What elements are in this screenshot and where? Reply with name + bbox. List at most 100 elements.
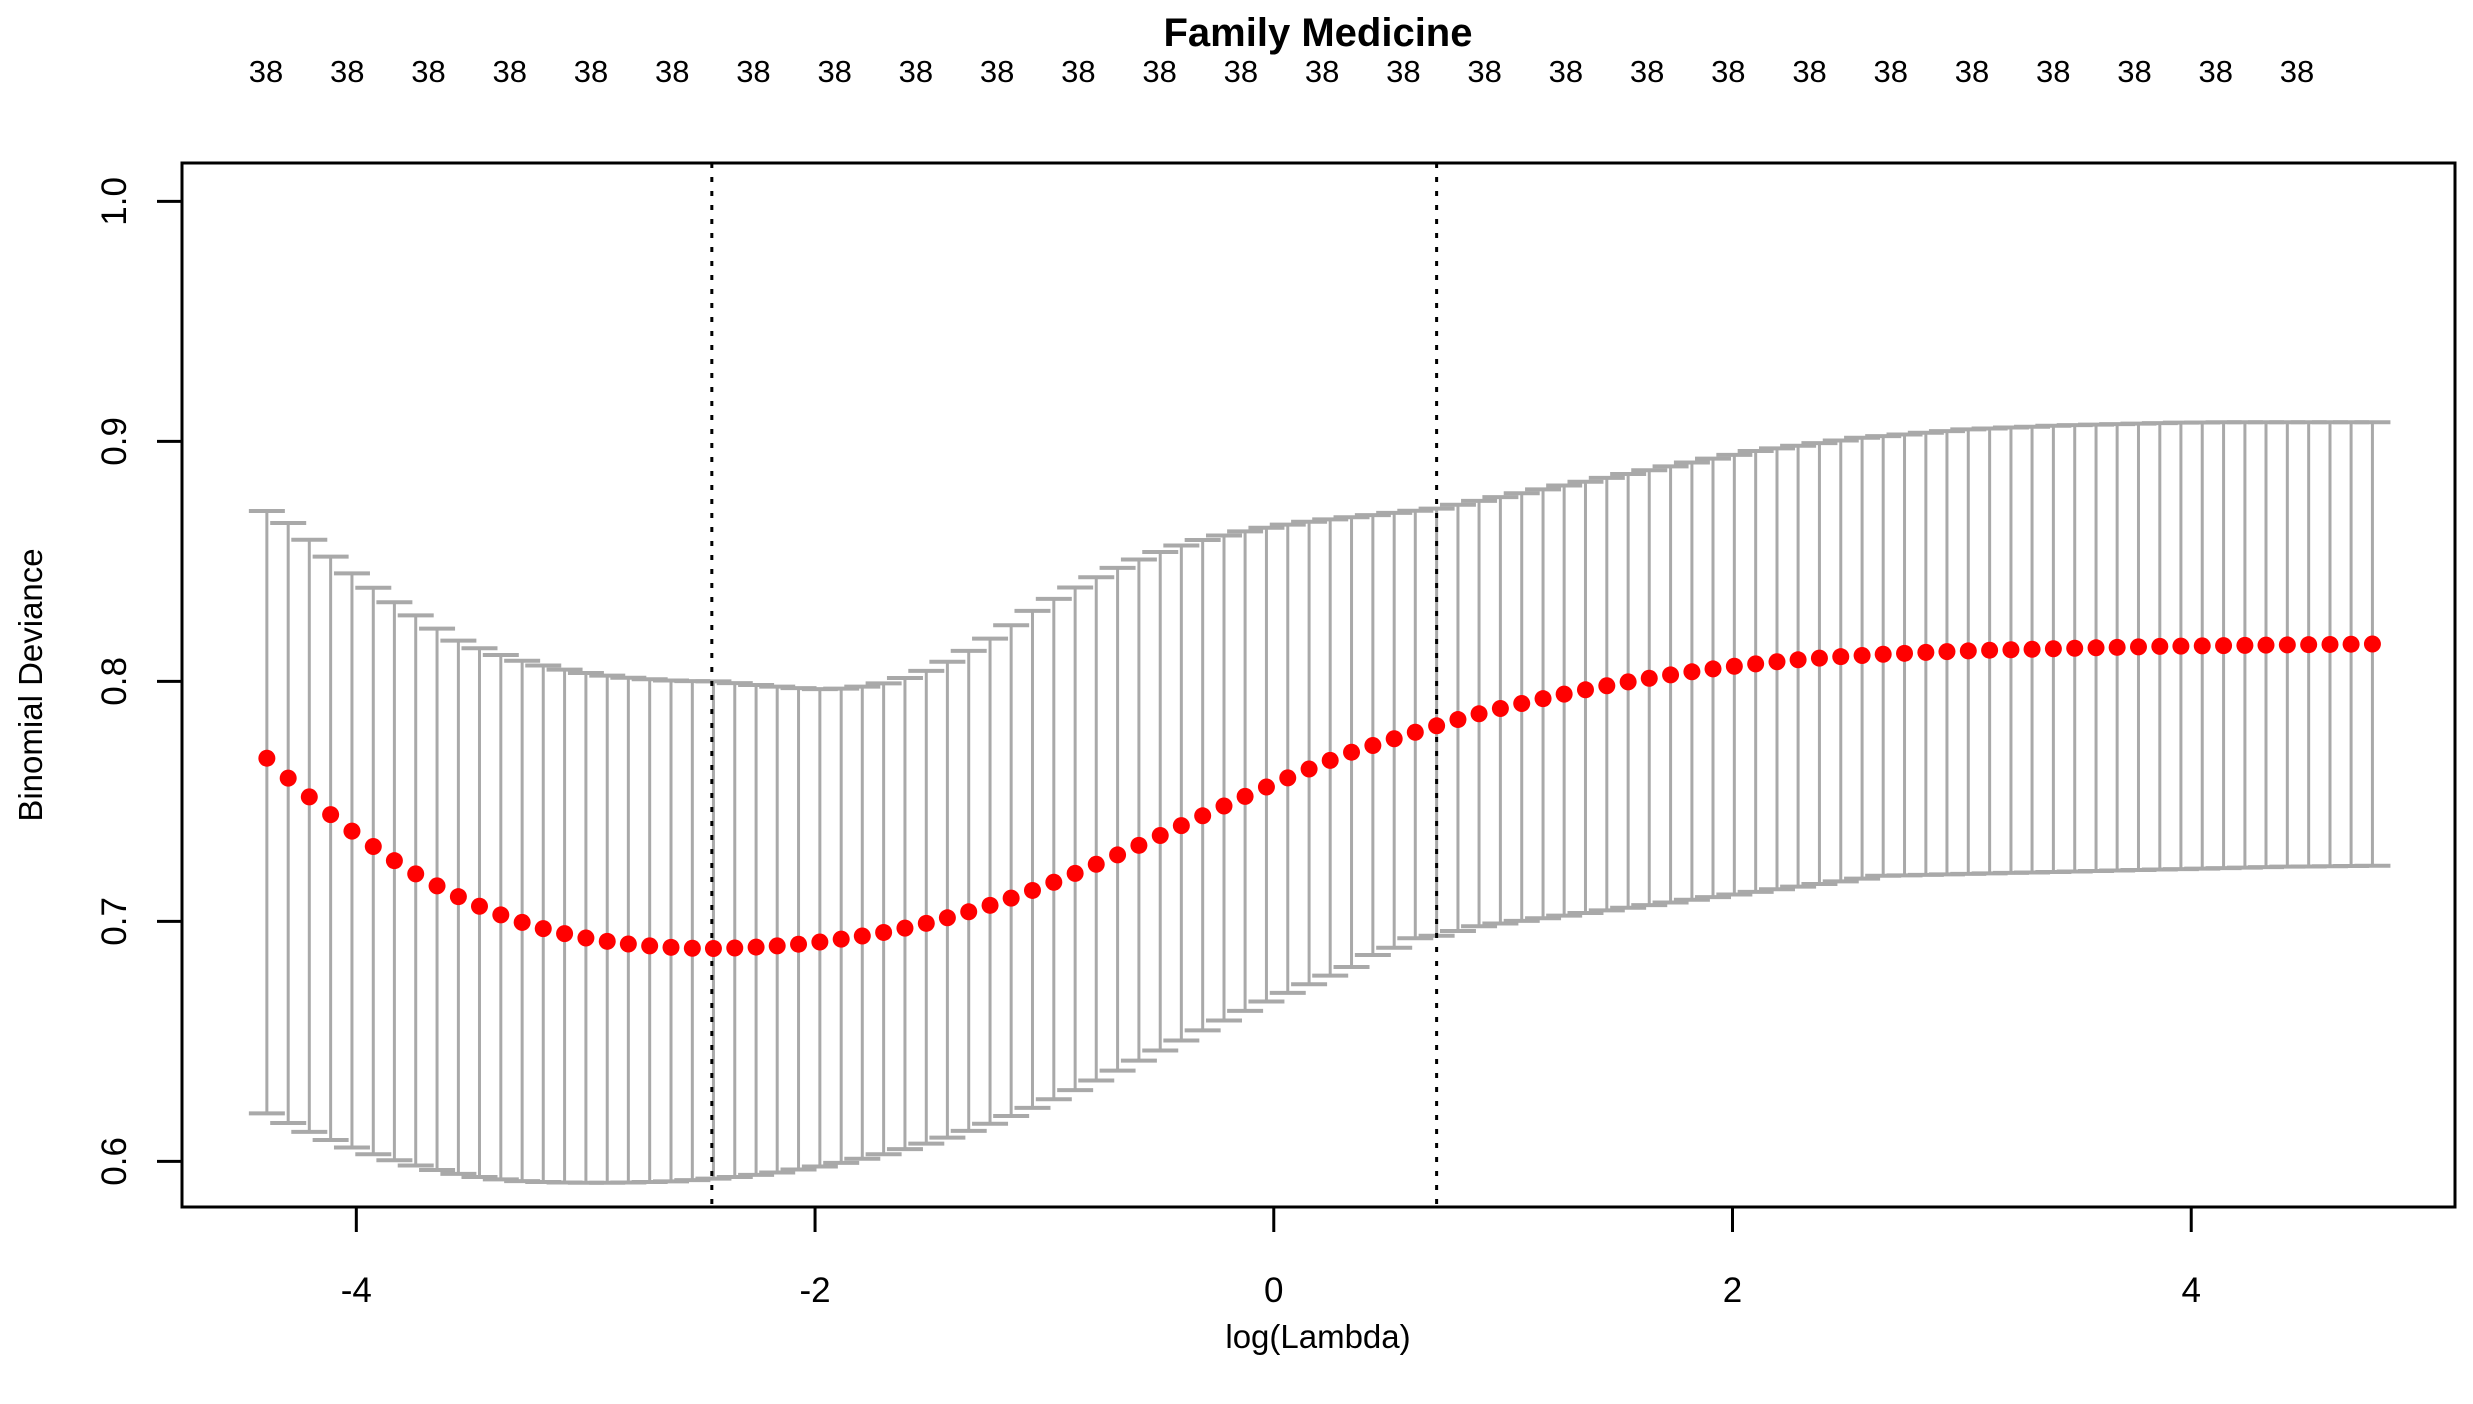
data-point: [2087, 639, 2105, 657]
top-axis-count-label: 38: [980, 54, 1014, 89]
top-axis-count-label: 38: [1467, 54, 1501, 89]
data-point: [1194, 807, 1212, 825]
top-axis-count-label: 38: [249, 54, 283, 89]
data-point: [1874, 645, 1892, 663]
data-point: [1810, 649, 1828, 667]
data-point: [1789, 651, 1807, 669]
data-point: [1513, 694, 1531, 712]
data-point: [1853, 646, 1871, 664]
data-point: [811, 933, 829, 951]
x-tick-label: 4: [2181, 1271, 2200, 1310]
top-axis-count-label: 38: [1630, 54, 1664, 89]
data-point: [790, 935, 808, 953]
data-point: [832, 930, 850, 948]
data-point: [1555, 685, 1573, 703]
data-point: [2257, 636, 2275, 654]
data-point: [2044, 640, 2062, 658]
plot-border: [180, 161, 2457, 1209]
x-tick-label: 0: [1264, 1271, 1283, 1310]
data-point: [2151, 637, 2169, 655]
data-point: [917, 914, 935, 932]
data-point: [343, 822, 361, 840]
data-point: [1683, 663, 1701, 681]
data-point: [2129, 638, 2147, 656]
top-axis-count-label: 38: [655, 54, 689, 89]
data-point: [726, 939, 744, 957]
data-point: [2300, 636, 2318, 654]
top-axis-count-label: 38: [2117, 54, 2151, 89]
data-point: [407, 865, 425, 883]
data-point: [449, 888, 467, 906]
data-point: [704, 940, 722, 958]
data-point: [2278, 636, 2296, 654]
data-point: [1236, 787, 1254, 805]
top-axis-count-label: 38: [2036, 54, 2070, 89]
data-point: [662, 938, 680, 956]
top-axis-count-label: 38: [1549, 54, 1583, 89]
data-point: [1917, 643, 1935, 661]
data-point: [364, 838, 382, 856]
top-axis-count-label: 38: [736, 54, 770, 89]
data-point: [1045, 873, 1063, 891]
top-axis-count-label: 38: [899, 54, 933, 89]
top-axis-count-label: 38: [411, 54, 445, 89]
data-point: [598, 932, 616, 950]
data-point: [1406, 723, 1424, 741]
x-tick-label: -2: [799, 1271, 830, 1310]
data-point: [1470, 705, 1488, 723]
data-point: [1959, 642, 1977, 660]
data-point: [258, 749, 276, 767]
top-axis-count-label: 38: [1224, 54, 1258, 89]
top-axis-count-label: 38: [492, 54, 526, 89]
data-point: [1640, 669, 1658, 687]
data-point: [875, 923, 893, 941]
data-point: [1534, 690, 1552, 708]
data-point: [279, 769, 297, 787]
top-axis-count-label: 38: [330, 54, 364, 89]
y-tick-label: 0.9: [95, 417, 134, 466]
y-axis-title: Binomial Deviance: [12, 548, 49, 821]
data-point: [1130, 836, 1148, 854]
y-tick-label: 1.0: [95, 177, 134, 226]
data-point: [1896, 644, 1914, 662]
data-point: [1172, 817, 1190, 835]
data-point: [853, 927, 871, 945]
data-point: [683, 939, 701, 957]
top-axis-count-label: 38: [1711, 54, 1745, 89]
data-point: [385, 852, 403, 870]
data-point: [641, 937, 659, 955]
top-axis-count-label: 38: [2280, 54, 2314, 89]
data-point: [2321, 635, 2339, 653]
x-axis-title: log(Lambda): [1225, 1318, 1410, 1355]
data-point: [300, 788, 318, 806]
data-point: [1938, 643, 1956, 661]
data-point: [1300, 760, 1318, 778]
top-axis-count-label: 38: [1874, 54, 1908, 89]
data-point: [1023, 881, 1041, 899]
data-point: [1704, 660, 1722, 678]
data-point: [1449, 711, 1467, 729]
top-axis-count-label: 38: [1061, 54, 1095, 89]
plot-title: Family Medicine: [1164, 11, 1473, 55]
y-tick-label: 0.7: [95, 897, 134, 946]
data-point: [556, 925, 574, 943]
data-point: [960, 903, 978, 921]
data-point: [428, 877, 446, 895]
data-point: [1151, 826, 1169, 844]
data-point: [513, 913, 531, 931]
data-point: [577, 929, 595, 947]
data-point: [1491, 700, 1509, 718]
data-point: [981, 896, 999, 914]
data-point: [1662, 666, 1680, 684]
top-axis-count-label: 38: [574, 54, 608, 89]
y-tick-label: 0.6: [95, 1137, 134, 1186]
data-point: [492, 906, 510, 924]
data-point: [2363, 635, 2381, 653]
data-point: [322, 806, 340, 824]
data-point: [896, 919, 914, 937]
data-point: [1725, 657, 1743, 675]
top-axis-count-label: 38: [1955, 54, 1989, 89]
data-point: [1385, 730, 1403, 748]
data-point: [1768, 653, 1786, 671]
